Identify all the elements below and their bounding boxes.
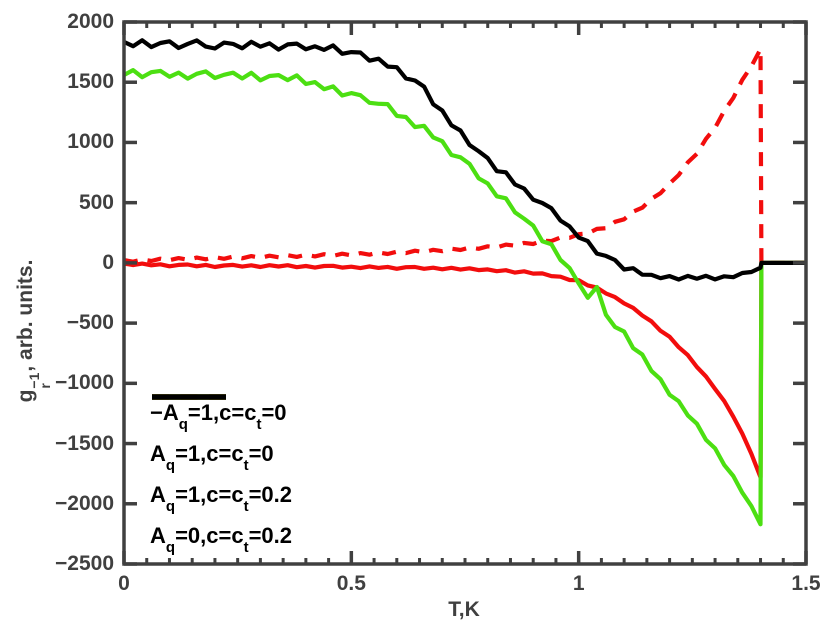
- y-tick-label-−500: −500: [66, 311, 114, 335]
- legend-label-red-solid: Aq=1,c=ct=0: [150, 440, 274, 474]
- y-tick-label-2000: 2000: [67, 10, 114, 33]
- legend-item-black-solid: Aq=0,c=ct=0.2: [150, 394, 293, 556]
- legend-label-green-solid: Aq=1,c=ct=0.2: [150, 481, 293, 515]
- legend-item-red-dashed: −Aq=1,c=ct=0: [150, 392, 292, 433]
- legend-label-red-dashed: −Aq=1,c=ct=0: [150, 399, 287, 433]
- y-tick-label-−2500: −2500: [55, 552, 114, 575]
- legend: −Aq=1,c=ct=0 Aq=1,c=ct=0 Aq=1,c=ct=0.2 A…: [150, 392, 292, 556]
- y-tick-label-−2000: −2000: [55, 491, 114, 515]
- legend-item-red-solid: Aq=1,c=ct=0: [150, 394, 292, 474]
- x-tick-label-0.5: 0.5: [336, 572, 366, 595]
- x-axis-label: T,K: [448, 598, 480, 621]
- curve-black-solid: [123, 38, 806, 282]
- y-tick-label-1500: 1500: [67, 70, 114, 94]
- curve-green-solid: [123, 68, 806, 527]
- y-tick-label-1000: 1000: [67, 130, 114, 154]
- x-tick-label-0: 0: [118, 572, 130, 595]
- curve-red-solid: [123, 260, 806, 480]
- x-tick-label-1: 1: [572, 572, 585, 595]
- curve-red-dashed: [123, 47, 806, 265]
- y-tick-label-−1000: −1000: [55, 371, 114, 395]
- y-tick-label-500: 500: [78, 190, 114, 214]
- legend-item-green-solid: Aq=1,c=ct=0.2: [150, 394, 293, 515]
- y-tick-label-−1500: −1500: [55, 431, 114, 455]
- legend-label-black-solid: Aq=0,c=ct=0.2: [150, 522, 293, 556]
- x-tick-label-1.5: 1.5: [791, 572, 821, 595]
- y-tick-label-0: 0: [102, 250, 114, 274]
- legend-line-black-solid: [152, 394, 226, 400]
